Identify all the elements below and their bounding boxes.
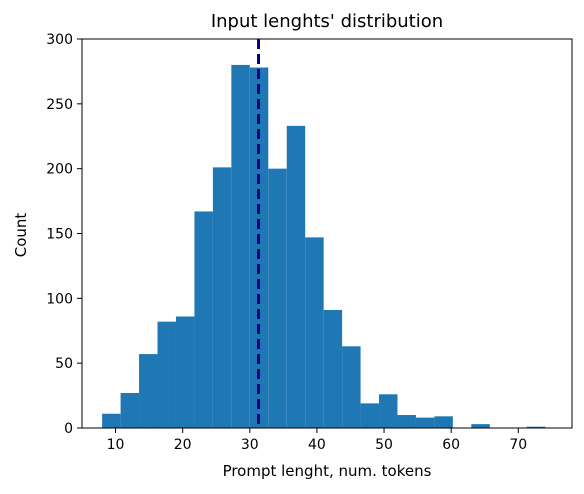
histogram-bar <box>268 168 287 428</box>
y-axis-label: Count <box>12 213 30 258</box>
histogram-bar <box>231 64 250 428</box>
x-tick-label: 60 <box>442 437 460 453</box>
bars-group <box>102 64 546 429</box>
histogram-bar <box>120 392 140 428</box>
histogram-bar <box>175 316 195 428</box>
x-axis-ticks: 10 20 30 40 50 60 70 <box>107 428 527 453</box>
histogram-bar <box>286 125 306 429</box>
x-tick-label: 30 <box>241 437 259 453</box>
y-tick-label: 300 <box>46 32 73 48</box>
histogram-bar <box>379 394 398 428</box>
histogram-bar <box>194 211 213 428</box>
histogram-bar <box>415 417 435 428</box>
histogram-bar <box>360 403 380 428</box>
x-tick-label: 50 <box>375 437 393 453</box>
y-axis-ticks: 0 50 100 150 200 250 300 <box>46 32 82 437</box>
histogram-bar <box>434 416 453 428</box>
histogram-bar <box>471 424 490 428</box>
x-axis-label: Prompt lenght, num. tokens <box>223 462 432 480</box>
chart-title: Input lenghts' distribution <box>211 11 443 32</box>
histogram-bar <box>526 426 546 428</box>
x-tick-label: 70 <box>509 437 527 453</box>
histogram-bar <box>102 413 121 428</box>
plot-frame <box>81 38 573 429</box>
y-tick-label: 50 <box>55 356 73 372</box>
y-tick-label: 200 <box>46 162 73 178</box>
y-tick-label: 100 <box>46 291 73 307</box>
histogram-bar <box>157 321 176 428</box>
x-tick-label: 20 <box>174 437 192 453</box>
x-tick-label: 40 <box>308 437 326 453</box>
histogram-bar <box>323 310 343 428</box>
histogram-bar <box>305 237 324 428</box>
histogram-bar <box>397 415 416 428</box>
y-tick-label: 250 <box>46 97 73 113</box>
y-tick-label: 150 <box>46 227 73 243</box>
histogram-bar <box>139 354 158 428</box>
y-tick-label: 0 <box>64 421 73 437</box>
histogram-bar <box>212 167 232 428</box>
x-tick-label: 10 <box>107 437 125 453</box>
histogram-bar <box>249 67 269 428</box>
histogram-bar <box>342 346 361 428</box>
